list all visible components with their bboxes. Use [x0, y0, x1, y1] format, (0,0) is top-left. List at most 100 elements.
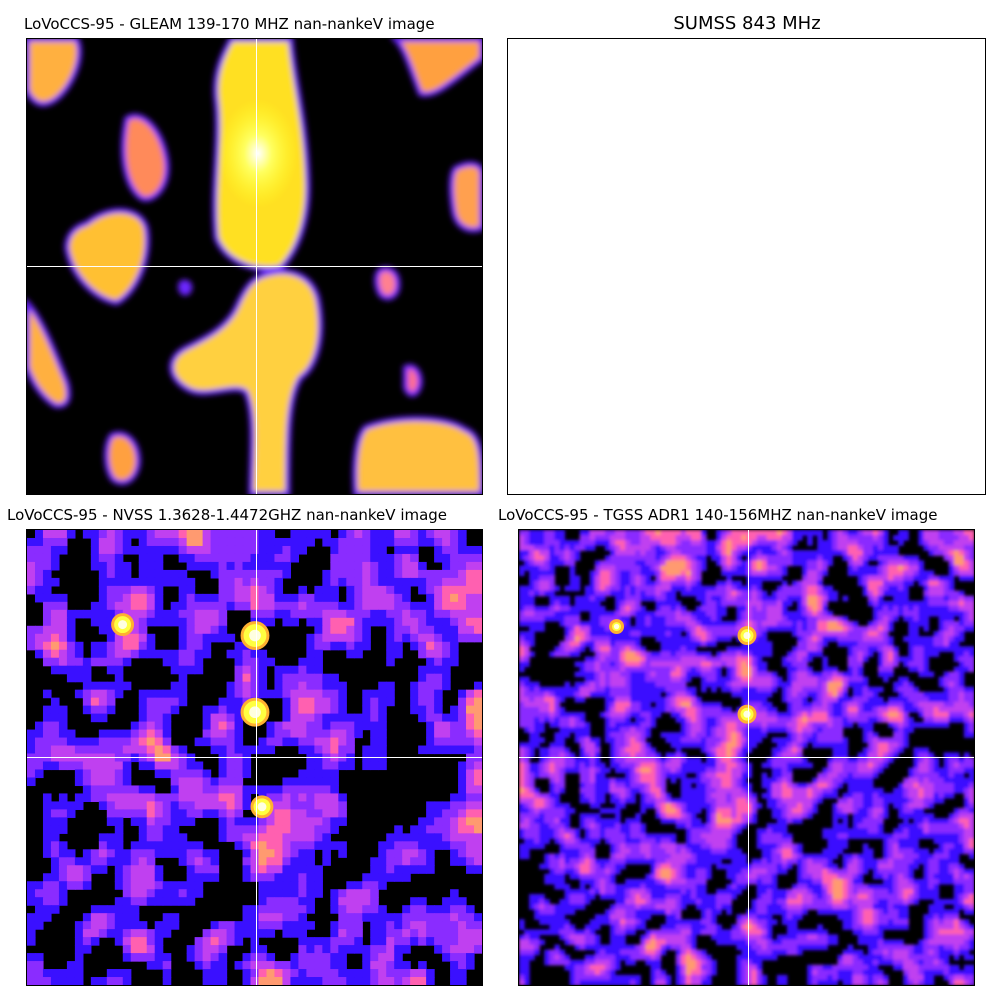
- emission-pixel: [645, 621, 652, 627]
- emission-pixel: [665, 605, 672, 612]
- emission-pixel: [908, 600, 914, 607]
- emission-pixel: [250, 929, 260, 938]
- emission-pixel: [466, 569, 475, 579]
- emission-pixel: [645, 560, 652, 566]
- emission-pixel: [154, 569, 164, 579]
- emission-pixel: [584, 590, 591, 597]
- emission-pixel: [716, 610, 722, 617]
- emission-pixel: [162, 609, 172, 619]
- emission-pixel: [564, 615, 571, 622]
- emission-pixel: [721, 656, 727, 663]
- emission-pixel: [306, 905, 315, 914]
- emission-pixel: [918, 706, 925, 713]
- emission-pixel: [862, 560, 869, 566]
- emission-pixel: [290, 817, 300, 826]
- emission-pixel: [202, 601, 212, 611]
- emission-pixel: [898, 575, 904, 582]
- emission-pixel: [519, 686, 525, 693]
- emission-pixel: [852, 671, 859, 678]
- emission-pixel: [610, 580, 616, 587]
- emission-pixel: [534, 712, 540, 718]
- emission-pixel: [867, 636, 874, 642]
- emission-pixel: [378, 849, 387, 858]
- emission-pixel: [685, 696, 692, 703]
- emission-pixel: [599, 615, 606, 622]
- emission-pixel: [242, 665, 252, 675]
- emission-pixel: [154, 729, 164, 739]
- emission-pixel: [898, 580, 904, 587]
- emission-pixel: [242, 561, 252, 571]
- emission-pixel: [130, 865, 140, 874]
- emission-pixel: [665, 560, 672, 566]
- emission-pixel: [751, 575, 758, 582]
- emission-pixel: [362, 633, 371, 643]
- emission-pixel: [604, 706, 611, 713]
- emission-pixel: [354, 897, 363, 906]
- emission-pixel: [716, 595, 722, 602]
- emission-pixel: [711, 615, 717, 622]
- emission-pixel: [660, 590, 667, 597]
- emission-pixel: [98, 777, 108, 787]
- emission-pixel: [589, 615, 596, 622]
- emission-pixel: [549, 555, 555, 561]
- emission-pixel: [42, 977, 52, 985]
- emission-pixel: [74, 953, 84, 962]
- emission-pixel: [162, 649, 172, 659]
- emission-pixel: [655, 545, 662, 551]
- emission-pixel: [146, 945, 156, 954]
- emission-pixel: [883, 560, 889, 566]
- emission-pixel: [434, 713, 443, 723]
- emission-pixel: [756, 540, 763, 546]
- emission-pixel: [731, 626, 737, 632]
- emission-pixel: [122, 881, 132, 890]
- emission-pixel: [650, 722, 657, 728]
- emission-pixel: [66, 801, 76, 810]
- emission-pixel: [450, 530, 459, 539]
- emission-pixel: [640, 706, 646, 713]
- emission-pixel: [781, 621, 788, 627]
- emission-pixel: [106, 905, 116, 914]
- emission-pixel: [847, 545, 854, 551]
- emission-pixel: [948, 610, 955, 617]
- emission-pixel: [290, 737, 300, 747]
- emission-pixel: [953, 535, 960, 541]
- emission-pixel: [74, 881, 84, 890]
- emission-pixel: [695, 540, 702, 546]
- emission-pixel: [362, 697, 371, 707]
- emission-pixel: [726, 656, 732, 663]
- emission-pixel: [226, 545, 236, 555]
- emission-pixel: [266, 553, 276, 563]
- emission-pixel: [953, 701, 960, 708]
- emission-pixel: [579, 691, 586, 698]
- emission-pixel: [625, 605, 631, 612]
- emission-pixel: [42, 817, 52, 826]
- emission-pixel: [781, 565, 788, 572]
- emission-pixel: [266, 881, 276, 890]
- emission-pixel: [756, 621, 763, 627]
- emission-pixel: [106, 593, 116, 603]
- emission-pixel: [792, 686, 798, 693]
- emission-pixel: [776, 550, 783, 556]
- emission-pixel: [584, 535, 591, 541]
- emission-pixel: [106, 681, 116, 691]
- emission-pixel: [218, 769, 228, 779]
- emission-pixel: [797, 722, 803, 728]
- emission-pixel: [574, 686, 581, 693]
- emission-pixel: [640, 580, 646, 587]
- emission-pixel: [827, 691, 834, 698]
- emission-pixel: [554, 646, 561, 652]
- emission-pixel: [466, 713, 475, 723]
- emission-pixel: [958, 631, 965, 637]
- emission-pixel: [741, 600, 748, 607]
- emission-pixel: [620, 545, 626, 551]
- emission-pixel: [756, 545, 763, 551]
- emission-pixel: [776, 585, 783, 592]
- emission-pixel: [706, 636, 712, 642]
- emission-pixel: [690, 722, 697, 728]
- emission-pixel: [797, 605, 803, 612]
- emission-pixel: [218, 530, 228, 539]
- emission-pixel: [680, 656, 687, 663]
- emission-pixel: [812, 651, 818, 657]
- emission-pixel: [74, 937, 84, 946]
- emission-pixel: [330, 777, 339, 787]
